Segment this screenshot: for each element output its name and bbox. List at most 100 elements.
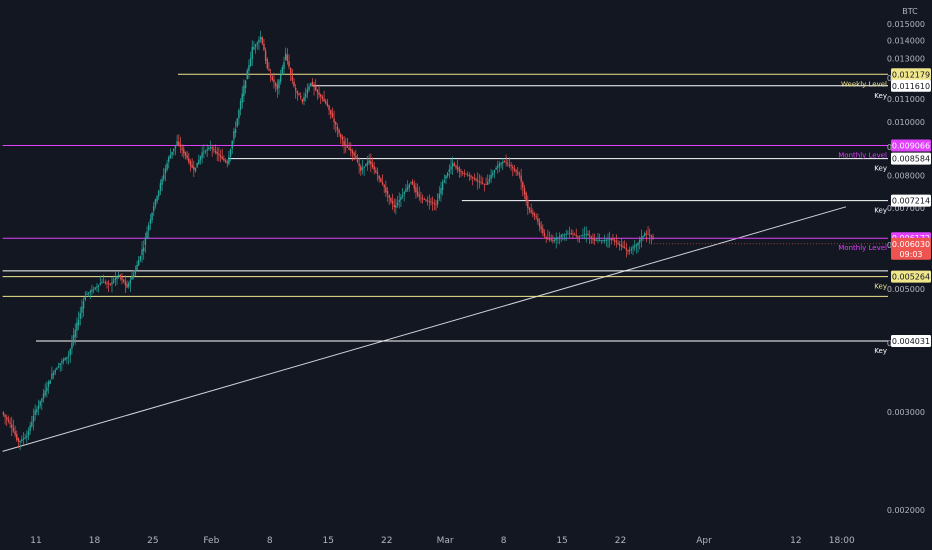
candle-body	[171, 151, 173, 155]
candle-body	[269, 73, 272, 77]
candle-body	[346, 146, 349, 148]
last-price-box	[891, 237, 931, 260]
candle-body	[47, 381, 50, 387]
candle-body	[303, 96, 305, 102]
candle-body	[161, 179, 163, 185]
candle-body	[393, 204, 395, 207]
candle-body	[426, 200, 429, 202]
candle-body	[305, 93, 307, 98]
candle-body	[488, 179, 491, 182]
candle-body	[348, 147, 350, 150]
x-tick-label: 8	[267, 536, 273, 546]
candle-body	[69, 349, 71, 356]
candle-body	[368, 160, 370, 163]
candle-body	[381, 182, 384, 185]
trend-line[interactable]	[2, 206, 847, 452]
candle-body	[114, 278, 117, 281]
candle-body	[107, 283, 110, 285]
candle-body	[273, 79, 275, 83]
candle-body	[32, 415, 35, 423]
candle-body	[563, 234, 566, 236]
candle-body	[508, 164, 511, 166]
candle-body	[283, 62, 285, 70]
candle-body	[598, 240, 601, 242]
level-price-box	[891, 194, 931, 207]
candle-body	[163, 174, 165, 180]
candle-body	[9, 422, 11, 424]
level-tag: Monthly Level	[838, 244, 887, 252]
candle-body	[478, 181, 481, 183]
candle-body	[343, 140, 345, 146]
candle-body	[455, 165, 457, 168]
level-price-label: 0.005264	[892, 273, 930, 282]
candle-body	[433, 203, 435, 204]
candle-body	[92, 289, 95, 291]
candle-body	[263, 43, 265, 51]
level-price-box	[891, 152, 931, 165]
candle-body	[14, 431, 16, 436]
candle-body	[176, 141, 178, 146]
candle-body	[548, 238, 551, 240]
candle-body	[46, 387, 48, 392]
candle-body	[495, 167, 497, 170]
x-tick-label: 22	[615, 536, 626, 546]
level-tag: Key	[874, 283, 887, 291]
level-price-label: 0.007214	[892, 197, 930, 206]
candle-body	[592, 238, 594, 240]
candle-body	[188, 158, 190, 163]
candle-body	[6, 417, 8, 420]
candle-body	[12, 427, 15, 432]
candle-body	[61, 361, 63, 363]
candle-body	[331, 113, 334, 118]
candle-body	[542, 228, 544, 234]
candle-body	[446, 172, 449, 176]
candle-body	[52, 372, 55, 376]
candle-body	[533, 214, 536, 216]
candle-body	[435, 203, 437, 205]
candle-body	[642, 235, 644, 238]
candle-body	[223, 158, 225, 161]
candle-body	[391, 201, 394, 204]
candle-body	[470, 175, 472, 177]
symbol-label: BTC	[902, 7, 918, 16]
candle-body	[395, 205, 397, 208]
candle-body	[482, 182, 484, 184]
candle-body	[413, 184, 415, 189]
candle-body	[398, 200, 400, 202]
candle-body	[134, 270, 137, 275]
candle-body	[623, 247, 626, 249]
candle-body	[276, 84, 279, 90]
candle-body	[229, 149, 232, 157]
candle-body	[233, 131, 235, 140]
candle-body	[244, 80, 247, 89]
candle-body	[132, 274, 135, 277]
candle-body	[600, 240, 602, 242]
candle-body	[490, 174, 492, 180]
candle-body	[54, 370, 56, 373]
candle-body	[351, 150, 354, 154]
candle-body	[87, 292, 90, 294]
candle-body	[216, 151, 218, 155]
candle-body	[520, 175, 522, 182]
candle-body	[537, 218, 539, 222]
level-tag: Weekly Level	[841, 80, 887, 88]
candle-body	[383, 184, 385, 188]
candle-body	[578, 235, 581, 237]
y-tick-label: 0.011000	[887, 95, 925, 104]
candle-body	[588, 235, 591, 237]
y-tick-label: 0.015000	[887, 20, 925, 29]
candle-body	[116, 276, 118, 279]
candle-body	[286, 54, 289, 62]
level-price-label: 0.008584	[892, 155, 930, 164]
candle-body	[613, 240, 616, 242]
candle-body	[416, 191, 419, 196]
candle-body	[94, 287, 96, 289]
candle-body	[418, 194, 420, 197]
candle-body	[323, 98, 325, 102]
x-tick-label: 15	[556, 536, 567, 546]
candle-body	[335, 122, 337, 125]
candle-body	[193, 166, 195, 170]
candle-body	[453, 163, 456, 166]
